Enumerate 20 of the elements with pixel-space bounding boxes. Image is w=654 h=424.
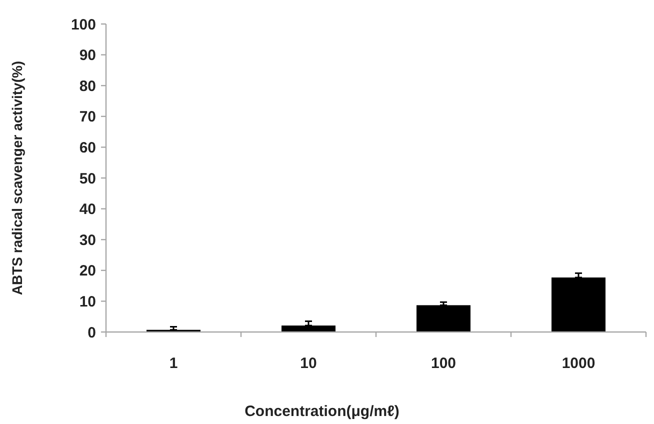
y-tick-label: 10 bbox=[79, 293, 96, 310]
y-axis-title: ABTS radical scavenger activity(%) bbox=[9, 60, 25, 296]
y-tick-label: 0 bbox=[88, 324, 96, 342]
bar bbox=[552, 277, 606, 332]
y-tick-label: 20 bbox=[79, 262, 96, 280]
bar bbox=[282, 326, 336, 332]
bar bbox=[416, 305, 470, 332]
y-tick-label: 30 bbox=[79, 232, 96, 249]
y-tick-label: 90 bbox=[79, 47, 96, 64]
y-tick-label: 100 bbox=[70, 16, 96, 34]
x-tick-label: 1 bbox=[169, 355, 178, 372]
x-tick-label: 100 bbox=[430, 355, 456, 372]
y-tick-label: 60 bbox=[79, 139, 96, 156]
y-tick-label: 50 bbox=[79, 170, 96, 188]
x-tick-label: 1000 bbox=[562, 355, 596, 372]
y-tick-label: 80 bbox=[79, 78, 96, 95]
y-tick-label: 40 bbox=[79, 201, 96, 218]
y-tick-label: 70 bbox=[79, 108, 96, 126]
x-axis-title: Concentration(μg/mℓ) bbox=[244, 403, 400, 420]
x-tick-label: 10 bbox=[300, 355, 317, 372]
